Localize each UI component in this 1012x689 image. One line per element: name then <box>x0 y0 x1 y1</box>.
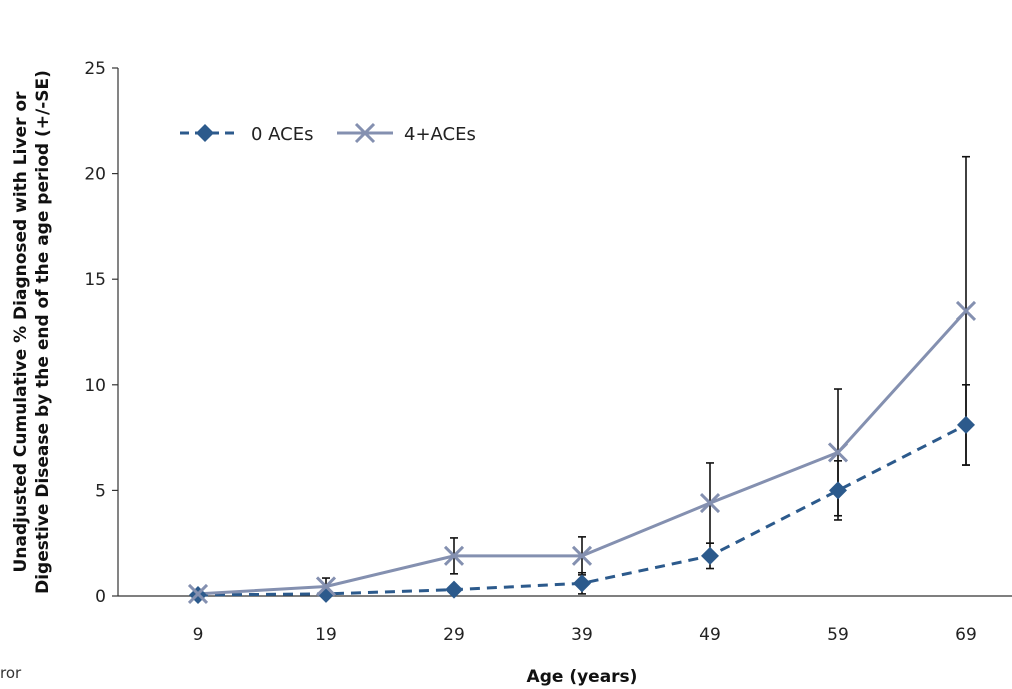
y-tick-label: 10 <box>84 376 106 396</box>
y-axis-title-line-1: Unadjusted Cumulative % Diagnosed with L… <box>11 91 31 572</box>
footnote-text: ror <box>0 664 22 682</box>
data-point-x-stroke <box>827 442 849 463</box>
data-point-x <box>315 576 337 597</box>
data-point-diamond <box>701 546 719 565</box>
data-point-x-stroke <box>315 576 337 597</box>
data-point-x <box>699 493 721 514</box>
data-point-x <box>571 545 593 566</box>
data-point-x-stroke <box>955 300 977 321</box>
data-point-x <box>187 583 209 604</box>
data-point-x-stroke <box>571 545 593 566</box>
x-tick-label: 9 <box>193 625 204 645</box>
data-point-x <box>443 545 465 566</box>
legend-marker-4-aces <box>354 122 376 144</box>
data-point-x-stroke <box>699 493 721 514</box>
y-tick-label: 25 <box>84 59 106 79</box>
markers <box>187 300 977 604</box>
y-tick-label: 0 <box>95 587 106 607</box>
data-point-diamond <box>445 580 463 599</box>
legend: 0 ACEs 4+ACEs <box>180 122 476 145</box>
x-tick-label: 59 <box>827 625 849 645</box>
y-ticks: 0 5 10 15 20 25 <box>84 59 118 607</box>
legend-marker-0-aces <box>196 124 214 142</box>
y-tick-label: 5 <box>95 481 106 501</box>
data-point-x <box>955 300 977 321</box>
data-point-diamond <box>829 481 847 500</box>
data-point-diamond <box>957 415 975 434</box>
data-point-x <box>827 442 849 463</box>
x-ticks: 9 19 29 39 49 59 69 <box>193 625 977 645</box>
data-point-x-stroke <box>187 583 209 604</box>
y-tick-label: 15 <box>84 270 106 290</box>
y-tick-label: 20 <box>84 165 106 185</box>
y-axis-title-line-2: Digestive Disease by the end of the age … <box>33 70 53 594</box>
x-tick-label: 29 <box>443 625 465 645</box>
x-tick-label: 49 <box>699 625 721 645</box>
data-point-x-stroke <box>443 545 465 566</box>
x-axis-title: Age (years) <box>527 667 638 687</box>
data-point-diamond <box>573 574 591 593</box>
x-tick-label: 19 <box>315 625 337 645</box>
axes <box>117 68 1012 597</box>
legend-label-4-aces: 4+ACEs <box>404 124 476 145</box>
x-tick-label: 69 <box>955 625 977 645</box>
x-tick-label: 39 <box>571 625 593 645</box>
legend-label-0-aces: 0 ACEs <box>251 124 314 145</box>
